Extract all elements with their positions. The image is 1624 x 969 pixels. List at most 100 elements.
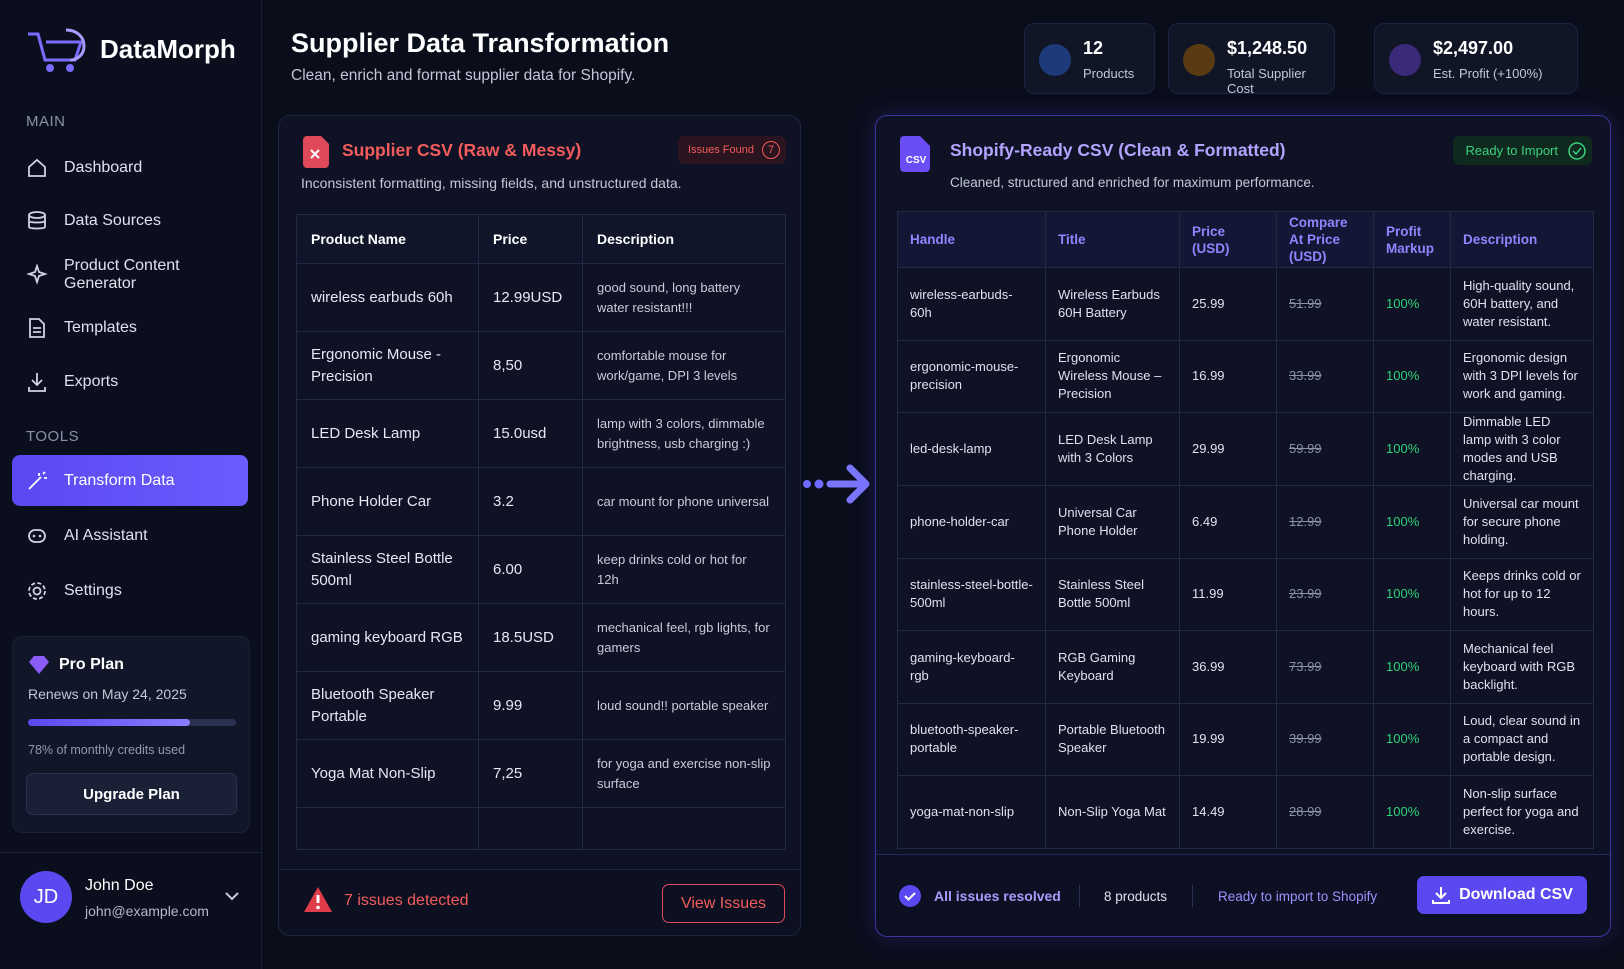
panel-title: Shopify-Ready CSV (Clean & Formatted) [950, 140, 1286, 160]
table-cell: stainless-steel-bottle-500ml [897, 557, 1046, 631]
table-cell: Loud, clear sound in a compact and porta… [1450, 702, 1594, 776]
user-menu[interactable]: JD John Doe john@example.com [0, 852, 262, 932]
table-cell: Mechanical feel keyboard with RGB backli… [1450, 630, 1594, 704]
table-cell: 19.99 [1179, 702, 1277, 776]
table-cell: 100% [1373, 775, 1451, 849]
column-header: Description [1450, 211, 1594, 268]
table-row [296, 807, 786, 850]
nav-item[interactable]: Transform Data [12, 455, 248, 506]
table-cell: 16.99 [1179, 339, 1277, 413]
table-cell: 36.99 [1179, 630, 1277, 704]
product-count: 8 products [1104, 889, 1168, 904]
table-cell: 8,50 [478, 331, 583, 400]
table-row: Yoga Mat Non-Slip 7,25 for yoga and exerci… [296, 739, 786, 808]
ready-text: Ready to import to Shopify [1218, 889, 1378, 904]
view-issues-button[interactable]: View Issues [662, 884, 785, 923]
clean-panel: CSV Shopify-Ready CSV (Clean & Formatted… [875, 115, 1611, 937]
table-cell: wireless-earbuds-60h [897, 267, 1046, 341]
page-title: Supplier Data Transformation [291, 28, 670, 58]
empty-cell [582, 807, 786, 850]
panel-subtitle: Cleaned, structured and enriched for max… [950, 175, 1315, 190]
table-cell: gaming-keyboard-rgb [897, 630, 1046, 704]
table-row: led-desk-lamp LED Desk Lamp with 3 Colors… [897, 412, 1594, 486]
table-cell: comfortable mouse for work/game, DPI 3 l… [582, 331, 786, 400]
progress-fill [28, 719, 191, 726]
nav-item[interactable]: Exports [12, 357, 248, 407]
panel-title: Supplier CSV (Raw & Messy) [342, 140, 582, 160]
table-cell: 7,25 [478, 739, 583, 808]
table-cell: 39.99 [1276, 702, 1374, 776]
column-header: Description [582, 214, 786, 264]
table-cell: 9.99 [478, 671, 583, 740]
table-cell: 18.5USD [478, 603, 583, 672]
nav-label: Templates [64, 319, 137, 337]
table-row: stainless-steel-bottle-500ml Stainless St… [897, 557, 1594, 631]
stat-label: Est. Profit (+100%) [1433, 66, 1543, 81]
brand-name: DataMorph [100, 34, 236, 64]
nav-item[interactable]: Settings [12, 565, 248, 616]
sidebar: DataMorph MAIN TOOLS Pro Plan Renews on … [0, 0, 262, 969]
table-row: Ergonomic Mouse - Precision 8,50 comfortab… [296, 331, 786, 400]
plan-name: Pro Plan [59, 656, 124, 673]
table-cell: Stainless Steel Bottle 500ml [1045, 557, 1180, 631]
table-row: gaming-keyboard-rgb RGB Gaming Keyboard 36… [897, 630, 1594, 704]
table-cell: 3.2 [478, 467, 583, 536]
table-cell: High-quality sound, 60H battery, and wat… [1450, 267, 1594, 341]
table-row: phone-holder-car Universal Car Phone Hold… [897, 485, 1594, 559]
nav-icon [28, 581, 46, 600]
nav-icon [29, 318, 45, 339]
stat-card: $1,248.50 Total Supplier Cost [1168, 23, 1335, 96]
section-label: MAIN [26, 113, 66, 130]
table-cell: LED Desk Lamp with 3 Colors [1045, 412, 1180, 486]
download-label: Download CSV [1459, 886, 1573, 903]
csv-icon-label: CSV [905, 155, 927, 166]
table-cell: Wireless Earbuds 60H Battery [1045, 267, 1180, 341]
column-header: Compare At Price (USD) [1276, 211, 1374, 268]
table-row: ergonomic-mouse-precision Ergonomic Wirel… [897, 339, 1594, 413]
table-cell: lamp with 3 colors, dimmable brightness,… [582, 399, 786, 468]
page-subtitle: Clean, enrich and format supplier data f… [291, 67, 636, 84]
badge-text: Ready to Import [1465, 143, 1559, 158]
nav-item[interactable]: AI Assistant [12, 510, 248, 561]
table-cell: wireless earbuds 60h [296, 263, 479, 332]
raw-panel: Supplier CSV (Raw & Messy) Issues Found … [278, 115, 801, 936]
progress-track [28, 719, 236, 726]
table-cell: good sound, long battery water resistant… [582, 263, 786, 332]
table-cell: Universal car mount for secure phone hol… [1450, 485, 1594, 559]
table-cell: Universal Car Phone Holder [1045, 485, 1180, 559]
table-row: yoga-mat-non-slip Non-Slip Yoga Mat 14.49 2… [897, 775, 1594, 849]
table-cell: Phone Holder Car [296, 467, 479, 536]
resolved-text: All issues resolved [934, 888, 1061, 904]
nav-icon [28, 470, 47, 490]
table-cell: 100% [1373, 702, 1451, 776]
divider [1192, 885, 1193, 907]
table-row: LED Desk Lamp 15.0usd lamp with 3 colors, … [296, 399, 786, 468]
table-cell: 11.99 [1179, 557, 1277, 631]
user-email: john@example.com [85, 903, 209, 919]
nav-label: Dashboard [64, 158, 143, 176]
upgrade-button[interactable]: Upgrade Plan [26, 773, 237, 815]
nav-item[interactable]: Product Content Generator [12, 250, 248, 300]
table-cell: Ergonomic Mouse - Precision [296, 331, 479, 400]
nav-item[interactable]: Templates [12, 304, 248, 354]
nav-item[interactable]: Dashboard [12, 143, 248, 193]
stat-value: $1,248.50 [1227, 38, 1308, 58]
download-button[interactable]: Download CSV [1417, 876, 1587, 914]
table-row: Stainless Steel Bottle 500ml 6.00 keep dri… [296, 535, 786, 604]
stat-label: Total Supplier Cost [1227, 66, 1306, 96]
warning-icon [304, 887, 332, 912]
stat-card: $2,497.00 Est. Profit (+100%) [1374, 23, 1578, 94]
table-cell: 25.99 [1179, 267, 1277, 341]
chevron [225, 892, 239, 901]
badge-count: 7 [762, 141, 780, 159]
table-cell: 28.99 [1276, 775, 1374, 849]
download-icon [1432, 887, 1451, 904]
issues-badge: Issues Found 7 [677, 136, 786, 164]
nav-label: AI Assistant [64, 526, 148, 544]
issues-count: 7 issues detected [344, 892, 469, 909]
nav-icon [28, 528, 46, 543]
table-cell: bluetooth-speaker-portable [897, 702, 1046, 776]
nav-item[interactable]: Data Sources [12, 197, 248, 247]
table-cell: 6.49 [1179, 485, 1277, 559]
empty-cell [296, 807, 479, 850]
